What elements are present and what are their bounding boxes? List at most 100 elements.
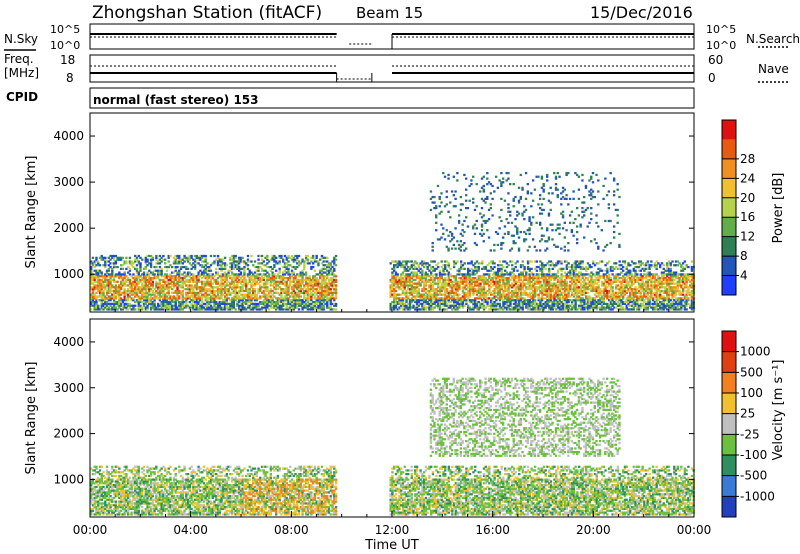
heatmap-cell (486, 299, 489, 302)
heatmap-cell (301, 276, 304, 280)
heatmap-cell (304, 284, 308, 287)
heatmap-cell (266, 256, 269, 259)
heatmap-cell (481, 299, 484, 302)
heatmap-cell (430, 273, 433, 276)
heatmap-cell (444, 278, 447, 282)
heatmap-cell (479, 295, 482, 298)
heatmap-cell (105, 282, 109, 285)
heatmap-cell (526, 302, 530, 306)
heatmap-cell (461, 297, 465, 300)
heatmap-cell (192, 300, 195, 304)
heatmap-cell (278, 308, 281, 311)
heatmap-cell (415, 299, 419, 302)
heatmap-cell (593, 293, 597, 296)
heatmap-cell (592, 286, 595, 289)
heatmap-cell (576, 286, 579, 289)
heatmap-cell (320, 306, 324, 309)
heatmap-cell (585, 306, 588, 309)
heatmap-cell (421, 262, 424, 265)
heatmap-cell (326, 306, 329, 309)
heatmap-cell (163, 262, 167, 265)
heatmap-cell (551, 273, 554, 276)
heatmap-cell (176, 276, 179, 280)
heatmap-cell (149, 297, 153, 300)
heatmap-cell (220, 265, 223, 269)
heatmap-cell (206, 304, 209, 307)
heatmap-cell (452, 276, 456, 280)
heatmap-cell (414, 300, 417, 304)
heatmap-cell (414, 267, 417, 271)
heatmap-cell (195, 280, 199, 283)
heatmap-cell (421, 264, 424, 267)
heatmap-cell (208, 308, 211, 311)
heatmap-cell (285, 262, 288, 265)
heatmap-cell (111, 275, 114, 278)
heatmap-cell (193, 276, 197, 280)
heatmap-cell (169, 278, 172, 282)
heatmap-cell (581, 304, 584, 307)
heatmap-cell (456, 289, 459, 293)
heatmap-cell (426, 302, 429, 306)
heatmap-cell (209, 306, 213, 309)
heatmap-cell (542, 265, 546, 269)
heatmap-cell (414, 297, 417, 300)
heatmap-cell (435, 267, 438, 271)
heatmap-cell (463, 291, 466, 294)
heatmap-cell (95, 286, 98, 289)
heatmap-cell (234, 284, 237, 287)
heatmap-cell (542, 308, 546, 311)
heatmap-cell (183, 275, 186, 278)
heatmap-cell (158, 280, 162, 283)
heatmap-cell (95, 288, 98, 291)
heatmap-cell (430, 293, 433, 296)
heatmap-cell (590, 271, 593, 274)
heatmap-cell (405, 280, 408, 283)
heatmap-cell (306, 299, 310, 302)
heatmap-cell (167, 260, 170, 263)
heatmap-cell (474, 276, 477, 280)
heatmap-cell (452, 297, 456, 300)
heatmap-cell (135, 282, 139, 285)
heatmap-cell (121, 273, 125, 276)
heatmap-cell (163, 304, 167, 307)
heatmap-cell (482, 273, 486, 276)
heatmap-cell (466, 293, 470, 296)
heatmap-cell (475, 284, 479, 287)
heatmap-cell (567, 265, 570, 269)
heatmap-cell (495, 284, 498, 287)
heatmap-cell (213, 293, 216, 296)
freq-label-line1: Freq. (4, 52, 34, 66)
heatmap-cell (592, 299, 595, 302)
heatmap-cell (285, 280, 288, 283)
heatmap-cell (243, 276, 246, 280)
heatmap-cell (461, 278, 465, 282)
heatmap-cell (285, 271, 288, 274)
heatmap-cell (149, 304, 153, 307)
heatmap-cell (218, 295, 221, 298)
heatmap-cell (405, 264, 408, 267)
heatmap-cell (137, 288, 140, 291)
heatmap-cell (162, 275, 165, 278)
heatmap-cell (405, 306, 408, 309)
heatmap-cell (153, 300, 156, 304)
heatmap-cell (532, 299, 535, 302)
heatmap-cell (586, 282, 590, 285)
heatmap-cell (128, 269, 132, 272)
heatmap-cell (475, 308, 479, 311)
heatmap-cell (306, 260, 310, 263)
heatmap-cell (415, 286, 419, 289)
heatmap-cell (491, 260, 495, 263)
heatmap-cell (134, 254, 137, 258)
heatmap-cell (498, 308, 502, 311)
heatmap-cell (285, 308, 288, 311)
heatmap-cell (259, 273, 262, 276)
heatmap-cell (403, 302, 406, 306)
heatmap-cell (208, 288, 211, 291)
heatmap-cell (401, 278, 405, 282)
heatmap-cell (200, 289, 204, 293)
heatmap-cell (186, 271, 190, 274)
heatmap-cell (549, 304, 553, 307)
heatmap-cell (125, 280, 128, 283)
heatmap-cell (542, 304, 546, 307)
heatmap-cell (320, 293, 324, 296)
